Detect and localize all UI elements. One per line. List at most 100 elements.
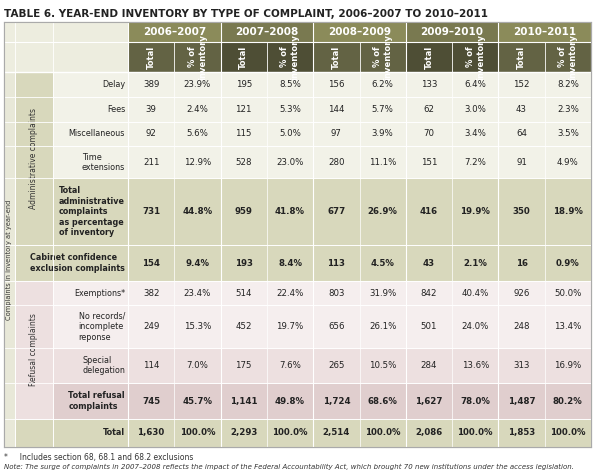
Text: 23.9%: 23.9% bbox=[184, 80, 211, 89]
Text: 350: 350 bbox=[513, 207, 530, 216]
Text: Total: Total bbox=[517, 46, 526, 68]
Text: 23.0%: 23.0% bbox=[276, 158, 303, 167]
Bar bbox=[313, 22, 406, 42]
Text: 211: 211 bbox=[143, 158, 159, 167]
Text: 151: 151 bbox=[421, 158, 437, 167]
Text: Cabinet confidence
exclusion complaints: Cabinet confidence exclusion complaints bbox=[30, 253, 125, 273]
Bar bbox=[4, 418, 591, 447]
Text: 100.0%: 100.0% bbox=[550, 428, 585, 437]
Text: 41.8%: 41.8% bbox=[275, 207, 305, 216]
Text: 1,487: 1,487 bbox=[508, 397, 536, 406]
Text: 452: 452 bbox=[236, 322, 252, 331]
Text: Total: Total bbox=[146, 46, 156, 68]
Bar bbox=[452, 42, 499, 72]
Text: 133: 133 bbox=[421, 80, 437, 89]
Text: 3.9%: 3.9% bbox=[372, 129, 393, 138]
Text: Total: Total bbox=[239, 46, 248, 68]
Text: 154: 154 bbox=[142, 258, 160, 267]
Text: 249: 249 bbox=[143, 322, 159, 331]
Text: 5.0%: 5.0% bbox=[279, 129, 301, 138]
Text: 193: 193 bbox=[235, 258, 253, 267]
Text: 677: 677 bbox=[327, 207, 346, 216]
Text: 10.5%: 10.5% bbox=[369, 361, 396, 370]
Text: 656: 656 bbox=[328, 322, 345, 331]
Text: 62: 62 bbox=[424, 104, 434, 114]
Text: 3.4%: 3.4% bbox=[464, 129, 486, 138]
Text: 70: 70 bbox=[424, 129, 434, 138]
Text: 16: 16 bbox=[515, 258, 528, 267]
Text: 19.9%: 19.9% bbox=[461, 207, 490, 216]
Bar bbox=[4, 178, 591, 246]
Bar bbox=[544, 42, 591, 72]
Bar bbox=[4, 383, 591, 418]
Text: 248: 248 bbox=[513, 322, 530, 331]
Text: 280: 280 bbox=[328, 158, 345, 167]
Text: 5.6%: 5.6% bbox=[186, 129, 208, 138]
Text: 731: 731 bbox=[142, 207, 160, 216]
Text: 501: 501 bbox=[421, 322, 437, 331]
Text: 2009–2010: 2009–2010 bbox=[421, 27, 484, 37]
Text: 265: 265 bbox=[328, 361, 345, 370]
Text: 7.2%: 7.2% bbox=[464, 158, 486, 167]
Text: 284: 284 bbox=[421, 361, 437, 370]
Text: 6.2%: 6.2% bbox=[372, 80, 393, 89]
Text: 514: 514 bbox=[236, 289, 252, 298]
Bar bbox=[15, 281, 53, 418]
Text: 44.8%: 44.8% bbox=[183, 207, 212, 216]
Text: 100.0%: 100.0% bbox=[180, 428, 215, 437]
Text: 416: 416 bbox=[420, 207, 438, 216]
Text: Time
extensions: Time extensions bbox=[82, 152, 125, 172]
Text: 4.9%: 4.9% bbox=[557, 158, 579, 167]
Text: 16.9%: 16.9% bbox=[554, 361, 581, 370]
Text: 175: 175 bbox=[236, 361, 252, 370]
Bar bbox=[221, 22, 313, 42]
Text: Administrative complaints: Administrative complaints bbox=[30, 108, 39, 209]
Text: 0.9%: 0.9% bbox=[556, 258, 580, 267]
Text: 152: 152 bbox=[513, 80, 530, 89]
Text: 7.0%: 7.0% bbox=[186, 361, 208, 370]
Text: 26.9%: 26.9% bbox=[368, 207, 397, 216]
Text: 2,514: 2,514 bbox=[322, 428, 350, 437]
Text: 45.7%: 45.7% bbox=[183, 397, 212, 406]
Text: 13.6%: 13.6% bbox=[462, 361, 489, 370]
Text: 68.6%: 68.6% bbox=[368, 397, 397, 406]
Bar bbox=[4, 348, 591, 383]
Text: 382: 382 bbox=[143, 289, 159, 298]
Text: 8.2%: 8.2% bbox=[557, 80, 579, 89]
Text: 80.2%: 80.2% bbox=[553, 397, 583, 406]
Text: 100.0%: 100.0% bbox=[273, 428, 308, 437]
Text: 39: 39 bbox=[146, 104, 156, 114]
Text: 11.1%: 11.1% bbox=[369, 158, 396, 167]
Text: 2010–2011: 2010–2011 bbox=[513, 27, 577, 37]
Text: 2.1%: 2.1% bbox=[464, 258, 487, 267]
Text: 3.0%: 3.0% bbox=[464, 104, 486, 114]
Text: 1,853: 1,853 bbox=[508, 428, 535, 437]
Bar bbox=[4, 305, 591, 348]
Text: 7.6%: 7.6% bbox=[279, 361, 301, 370]
Text: 313: 313 bbox=[513, 361, 530, 370]
Text: 115: 115 bbox=[236, 129, 252, 138]
Text: 113: 113 bbox=[327, 258, 345, 267]
Text: Total
administrative
complaints
as percentage
of inventory: Total administrative complaints as perce… bbox=[59, 187, 125, 237]
Text: 114: 114 bbox=[143, 361, 159, 370]
Text: Complaints in inventory at year-end: Complaints in inventory at year-end bbox=[7, 200, 12, 320]
Text: % of
inventory: % of inventory bbox=[280, 34, 300, 80]
Bar bbox=[4, 72, 15, 447]
Text: 121: 121 bbox=[236, 104, 252, 114]
Text: 1,724: 1,724 bbox=[322, 397, 350, 406]
Bar bbox=[128, 22, 221, 42]
Bar bbox=[499, 22, 591, 42]
Bar bbox=[406, 22, 499, 42]
Text: Total refusal
complaints: Total refusal complaints bbox=[68, 391, 125, 411]
Text: 2,086: 2,086 bbox=[415, 428, 443, 437]
Text: 26.1%: 26.1% bbox=[369, 322, 396, 331]
Text: 2007–2008: 2007–2008 bbox=[235, 27, 299, 37]
Text: 91: 91 bbox=[516, 158, 527, 167]
Bar bbox=[406, 42, 452, 72]
Text: Note: The surge of complaints in 2007–2008 reflects the impact of the Federal Ac: Note: The surge of complaints in 2007–20… bbox=[4, 464, 574, 470]
Text: 195: 195 bbox=[236, 80, 252, 89]
Text: Miscellaneous: Miscellaneous bbox=[68, 129, 125, 138]
Text: 19.7%: 19.7% bbox=[277, 322, 303, 331]
Text: 23.4%: 23.4% bbox=[184, 289, 211, 298]
Text: 24.0%: 24.0% bbox=[462, 322, 489, 331]
